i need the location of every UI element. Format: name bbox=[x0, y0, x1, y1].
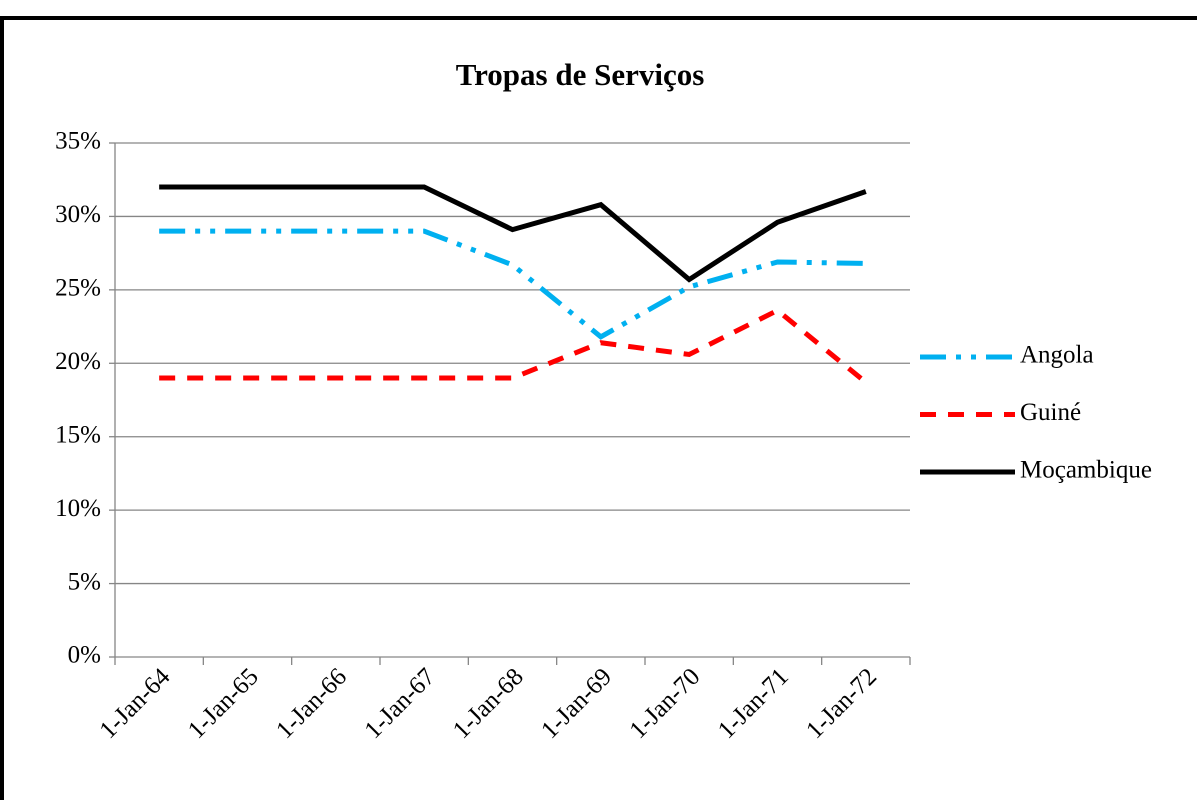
chart-frame bbox=[0, 16, 1197, 800]
legend-label: Moçambique bbox=[1020, 457, 1152, 484]
chart-title: Tropas de Serviços bbox=[456, 57, 705, 92]
y-tick-label: 15% bbox=[55, 421, 101, 448]
y-tick-label: 10% bbox=[55, 495, 101, 522]
y-tick-label: 5% bbox=[68, 568, 101, 595]
y-tick-label: 35% bbox=[55, 128, 101, 155]
series-line bbox=[159, 307, 868, 385]
y-tick-label: 0% bbox=[68, 642, 101, 669]
y-tick-label: 25% bbox=[55, 275, 101, 302]
y-tick-label: 20% bbox=[55, 348, 101, 375]
series-line bbox=[159, 184, 867, 283]
y-tick-label: 30% bbox=[55, 201, 101, 228]
series-line bbox=[159, 228, 866, 340]
legend-label: Angola bbox=[1020, 342, 1094, 369]
legend-label: Guiné bbox=[1020, 399, 1081, 426]
